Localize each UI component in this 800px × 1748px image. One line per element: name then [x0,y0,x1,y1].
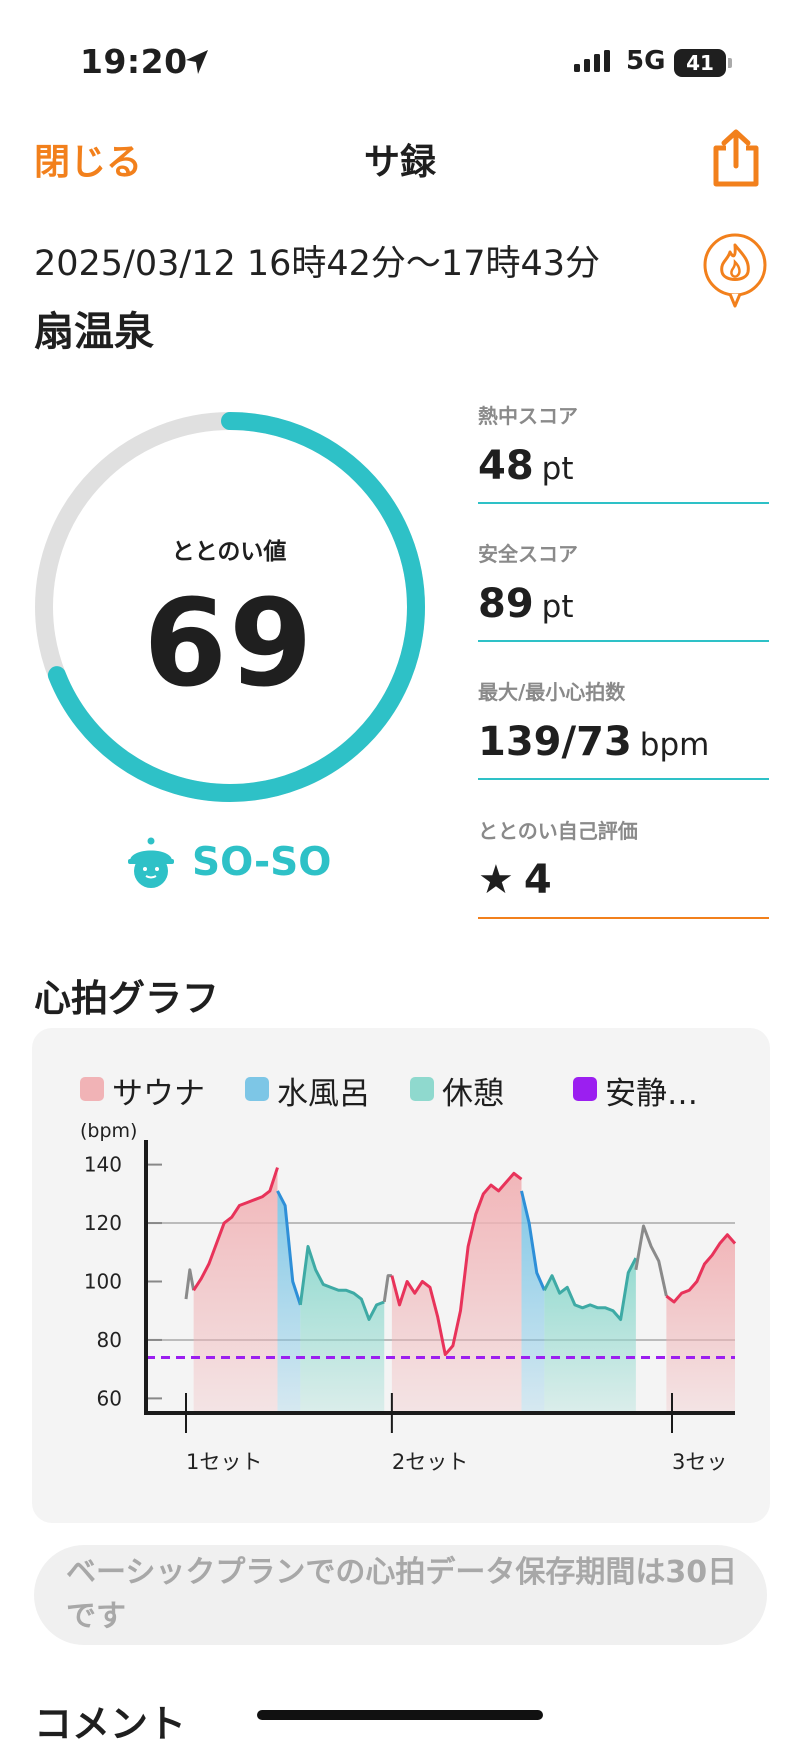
heart-rate-chart-card [32,1028,770,1523]
mood-label: SO-SO [192,840,332,885]
chart-y-tick-label: 140 [84,1153,122,1177]
safety-score: 89 pt [478,581,574,627]
battery-level: 41 [686,51,714,75]
safety-score-unit: pt [541,589,574,625]
chart-area-water [277,1190,301,1413]
chart-area-rest [544,1258,636,1413]
totonoi-value: 69 [143,575,315,714]
chart-line-sauna [390,1171,523,1357]
safety-score-label: 安全スコア [478,542,578,566]
fire-badge-icon[interactable] [700,232,770,310]
self-rating-label: ととのい自己評価 [478,819,638,843]
legend-resting-swatch [573,1077,597,1101]
comment-heading: コメント [34,1702,187,1746]
divider [478,640,769,642]
heat-score-label: 熱中スコア [478,404,578,428]
chart-y-tick-label: 100 [84,1270,122,1294]
chart-y-tick-label: 80 [97,1328,122,1352]
chart-line-sauna [192,1167,279,1292]
chart-line-water [276,1190,302,1306]
chart-y-tick-label: 120 [84,1211,122,1235]
legend-sauna: サウナ [112,1076,205,1112]
heart-rate-label: 最大/最小心拍数 [478,680,626,704]
self-rating-value: 4 [523,857,552,903]
heart-rate-graph-title: 心拍グラフ [34,977,219,1020]
chart-line-sauna [665,1233,737,1304]
heart-rate-unit: bpm [639,727,710,763]
chart-y-unit: (bpm) [80,1120,138,1142]
session-datetime: 2025/03/12 16時42分〜17時43分 [34,244,600,284]
totonoi-gauge [35,412,425,802]
network-type: 5G [626,46,666,76]
chart-area-sauna [666,1234,735,1413]
chart-line-water [520,1190,546,1291]
gauge-progress-arc [35,412,425,802]
heat-score: 48 pt [478,443,574,489]
chart-area-rest [300,1246,385,1413]
home-indicator[interactable] [257,1710,543,1720]
chart-area-sauna [391,1173,522,1413]
chart-line-rest [543,1257,638,1321]
legend-water-swatch [245,1077,269,1101]
divider [478,917,769,919]
legend-rest-swatch [410,1077,434,1101]
legend-rest: 休憩 [442,1076,504,1112]
divider [478,778,769,780]
divider [478,502,769,504]
legend-resting: 安静… [605,1076,698,1112]
chart-line-rest [298,1244,385,1321]
signal-icon [574,50,610,72]
battery-icon: 41 [674,49,732,77]
self-rating[interactable]: ★ 4 [478,857,552,903]
share-icon[interactable] [710,128,762,190]
chart-line-gap [184,1268,196,1300]
facility-name: 扇温泉 [34,309,154,355]
chart-line-gap [634,1224,668,1297]
chart-x-tick-label: 2セット [392,1450,468,1474]
location-arrow-icon [186,50,208,74]
heart-rate: 139/73 bpm [478,719,709,765]
star-icon: ★ [478,857,514,903]
page-title: サ録 [363,142,436,183]
safety-score-value: 89 [478,581,534,627]
retention-note-box [34,1545,767,1645]
chart-x-tick-label: 1セット [186,1450,262,1474]
legend-water: 水風呂 [277,1076,370,1112]
heart-rate-value: 139/73 [478,719,632,765]
mood-face-icon [128,837,174,888]
heat-score-value: 48 [478,443,534,489]
retention-note: ベーシックプランでの心拍データ保存期間は30日です [66,1555,738,1634]
totonoi-label: ととのい値 [171,539,287,565]
close-button[interactable]: 閉じる [34,142,143,183]
chart-x-tick-label: 3セッ [672,1450,727,1474]
chart-area-sauna [193,1167,278,1413]
status-time: 19:20 [80,42,188,81]
chart-area-water [521,1190,545,1413]
legend-sauna-swatch [80,1077,104,1101]
chart-line-gap [382,1274,392,1303]
heat-score-unit: pt [541,451,574,487]
chart-y-tick-label: 60 [97,1386,122,1410]
